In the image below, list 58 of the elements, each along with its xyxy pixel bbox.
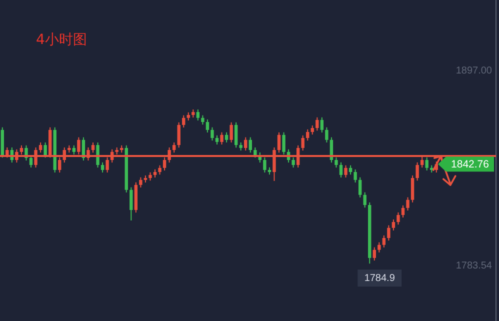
candlestick bbox=[292, 156, 295, 168]
y-tick-label: 1897.00 bbox=[456, 66, 492, 77]
candlestick bbox=[306, 128, 310, 142]
candlestick bbox=[363, 192, 366, 208]
candlestick bbox=[277, 132, 281, 154]
candlestick bbox=[410, 174, 414, 203]
candlestick bbox=[206, 118, 210, 133]
candlestick bbox=[354, 168, 357, 183]
candlestick bbox=[254, 146, 257, 158]
candlestick bbox=[158, 164, 162, 176]
candlestick bbox=[358, 176, 362, 198]
candlestick bbox=[100, 162, 104, 174]
candlestick bbox=[182, 114, 186, 128]
candlestick bbox=[130, 186, 133, 221]
candlestick bbox=[224, 132, 228, 143]
candlestick bbox=[196, 108, 200, 121]
candlestick bbox=[401, 204, 405, 218]
candlestick bbox=[234, 122, 238, 148]
candlestick bbox=[248, 136, 252, 154]
candlestick bbox=[334, 156, 338, 168]
candlestick bbox=[320, 116, 324, 133]
candlestick bbox=[72, 144, 76, 155]
candlestick bbox=[406, 196, 410, 212]
annotation: 1784.9 bbox=[364, 273, 396, 284]
candlestick bbox=[29, 154, 33, 168]
y-tick-label: 1783.54 bbox=[456, 260, 492, 272]
candlestick bbox=[91, 142, 95, 154]
candlestick bbox=[172, 142, 176, 154]
candlestick bbox=[339, 162, 343, 178]
candlestick bbox=[392, 218, 396, 231]
candlestick bbox=[244, 136, 248, 152]
candlestick bbox=[44, 142, 47, 158]
candlestick bbox=[344, 164, 348, 178]
candlestick bbox=[177, 122, 180, 148]
candlestick bbox=[201, 114, 204, 126]
annotation: 1842.76 bbox=[451, 158, 490, 170]
candlestick bbox=[316, 116, 319, 132]
candlestick bbox=[215, 134, 219, 146]
candlestick bbox=[310, 124, 314, 136]
candlestick bbox=[301, 134, 304, 152]
candlestick bbox=[372, 246, 376, 262]
candlestick bbox=[387, 224, 390, 242]
candlestick bbox=[382, 234, 386, 248]
candlestick bbox=[416, 162, 419, 182]
candlestick bbox=[220, 132, 224, 146]
candlestick bbox=[325, 126, 328, 143]
candlestick bbox=[396, 212, 400, 226]
candlestick bbox=[210, 126, 214, 142]
candlestick bbox=[38, 142, 42, 154]
candlestick bbox=[282, 132, 286, 155]
candlestick bbox=[263, 156, 266, 174]
candlestick bbox=[96, 142, 100, 168]
candlestick bbox=[378, 242, 381, 253]
candlestick bbox=[348, 164, 352, 176]
candlestick bbox=[139, 176, 142, 188]
text: 4小时图 bbox=[36, 32, 87, 48]
candlestick bbox=[230, 122, 233, 143]
candlestick bbox=[425, 156, 428, 171]
